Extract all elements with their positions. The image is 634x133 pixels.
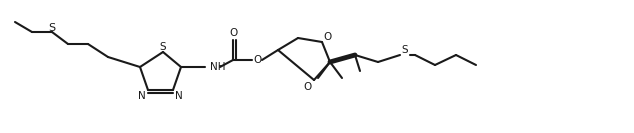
Text: S: S xyxy=(160,42,166,52)
Text: N: N xyxy=(175,91,183,101)
Text: S: S xyxy=(402,45,408,55)
Text: O: O xyxy=(303,82,311,92)
Text: O: O xyxy=(323,32,331,42)
Text: S: S xyxy=(48,23,56,33)
Text: O: O xyxy=(229,28,237,38)
Text: NH: NH xyxy=(210,62,226,72)
Text: O: O xyxy=(253,55,261,65)
Text: N: N xyxy=(138,91,146,101)
